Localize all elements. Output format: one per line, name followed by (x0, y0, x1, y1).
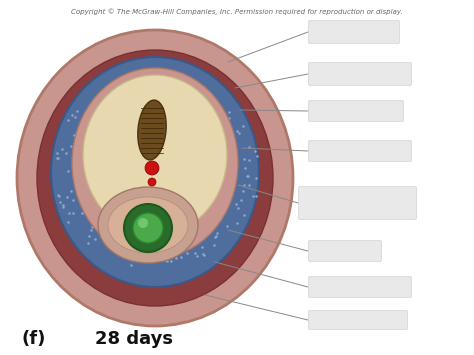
FancyBboxPatch shape (309, 240, 382, 262)
Circle shape (148, 178, 156, 186)
Circle shape (138, 218, 148, 228)
Ellipse shape (98, 187, 198, 263)
Ellipse shape (83, 75, 227, 235)
Circle shape (133, 213, 163, 243)
FancyBboxPatch shape (309, 141, 411, 162)
Circle shape (145, 161, 159, 175)
Text: 28 days: 28 days (95, 330, 173, 348)
FancyBboxPatch shape (309, 100, 403, 121)
Ellipse shape (51, 57, 259, 287)
Ellipse shape (138, 100, 166, 160)
Circle shape (124, 204, 172, 252)
Ellipse shape (108, 197, 188, 253)
FancyBboxPatch shape (309, 311, 408, 329)
Text: Copyright © The McGraw-Hill Companies, Inc. Permission required for reproduction: Copyright © The McGraw-Hill Companies, I… (71, 8, 403, 15)
FancyBboxPatch shape (309, 21, 400, 44)
Ellipse shape (17, 30, 293, 326)
FancyBboxPatch shape (309, 62, 411, 86)
Text: (f): (f) (22, 330, 46, 348)
Ellipse shape (37, 50, 273, 306)
FancyBboxPatch shape (309, 277, 411, 297)
Ellipse shape (72, 68, 238, 258)
FancyBboxPatch shape (299, 186, 417, 219)
